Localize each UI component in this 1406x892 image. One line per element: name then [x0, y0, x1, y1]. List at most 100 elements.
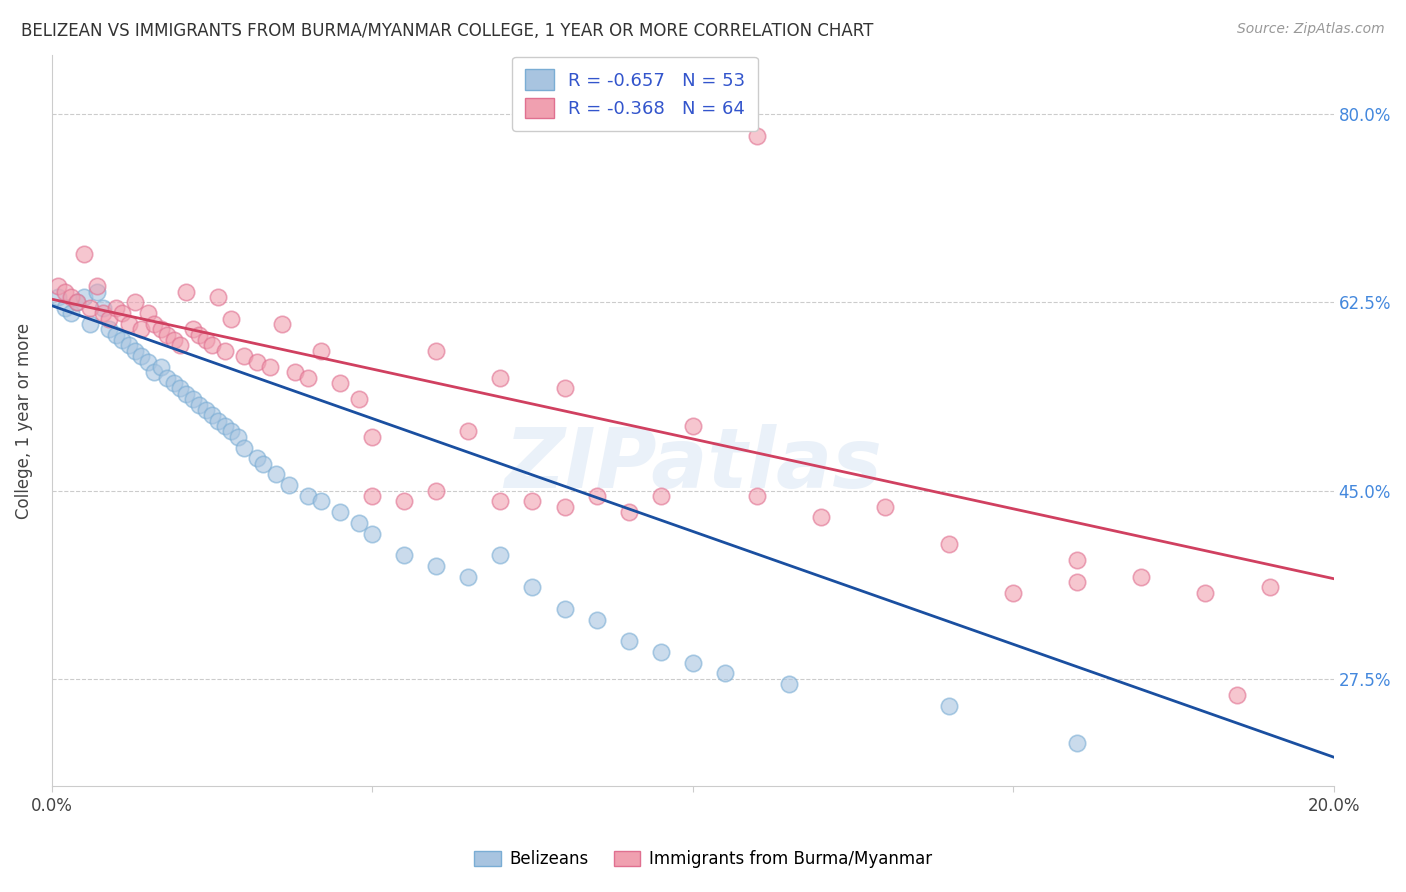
Point: [149, 322, 172, 336]
Point: [553, 601, 575, 615]
Point: [73, 290, 96, 304]
Point: [156, 370, 179, 384]
Point: [585, 489, 607, 503]
Legend: R = -0.657   N = 53, R = -0.368   N = 64: R = -0.657 N = 53, R = -0.368 N = 64: [512, 57, 758, 131]
Point: [124, 343, 146, 358]
Point: [91, 301, 114, 315]
Point: [585, 613, 607, 627]
Point: [1002, 585, 1025, 599]
Point: [118, 338, 141, 352]
Point: [136, 306, 159, 320]
Point: [1066, 574, 1088, 589]
Point: [1258, 580, 1281, 594]
Point: [617, 505, 640, 519]
Point: [201, 338, 224, 352]
Point: [176, 386, 198, 401]
Text: BELIZEAN VS IMMIGRANTS FROM BURMA/MYANMAR COLLEGE, 1 YEAR OR MORE CORRELATION CH: BELIZEAN VS IMMIGRANTS FROM BURMA/MYANMA…: [21, 22, 873, 40]
Point: [1130, 569, 1153, 583]
Point: [219, 311, 242, 326]
Point: [329, 505, 352, 519]
Point: [111, 333, 134, 347]
Point: [873, 500, 896, 514]
Point: [284, 365, 307, 379]
Point: [246, 354, 269, 368]
Point: [233, 441, 256, 455]
Point: [745, 128, 768, 143]
Point: [143, 365, 166, 379]
Point: [264, 467, 287, 482]
Point: [309, 494, 332, 508]
Point: [425, 558, 447, 573]
Point: [73, 247, 96, 261]
Y-axis label: College, 1 year or more: College, 1 year or more: [15, 323, 32, 519]
Point: [252, 457, 274, 471]
Point: [46, 279, 69, 293]
Point: [349, 392, 371, 406]
Point: [214, 343, 236, 358]
Point: [938, 537, 960, 551]
Point: [650, 489, 672, 503]
Point: [194, 403, 217, 417]
Point: [91, 306, 114, 320]
Point: [79, 317, 101, 331]
Point: [188, 397, 211, 411]
Point: [361, 430, 384, 444]
Point: [59, 290, 82, 304]
Point: [98, 322, 121, 336]
Point: [617, 634, 640, 648]
Point: [181, 322, 204, 336]
Point: [143, 317, 166, 331]
Point: [111, 306, 134, 320]
Point: [149, 359, 172, 374]
Point: [810, 510, 832, 524]
Point: [938, 698, 960, 713]
Point: [394, 494, 416, 508]
Point: [233, 349, 256, 363]
Point: [46, 290, 69, 304]
Point: [361, 526, 384, 541]
Point: [778, 677, 800, 691]
Point: [457, 425, 479, 439]
Point: [86, 285, 108, 299]
Point: [104, 327, 127, 342]
Point: [361, 489, 384, 503]
Point: [259, 359, 281, 374]
Point: [194, 333, 217, 347]
Point: [713, 666, 735, 681]
Point: [214, 419, 236, 434]
Point: [207, 290, 229, 304]
Point: [181, 392, 204, 406]
Point: [522, 494, 544, 508]
Point: [425, 343, 447, 358]
Point: [329, 376, 352, 390]
Point: [650, 645, 672, 659]
Point: [489, 370, 512, 384]
Legend: Belizeans, Immigrants from Burma/Myanmar: Belizeans, Immigrants from Burma/Myanmar: [468, 844, 938, 875]
Point: [169, 381, 191, 395]
Point: [131, 349, 153, 363]
Point: [394, 548, 416, 562]
Point: [489, 494, 512, 508]
Point: [682, 419, 704, 434]
Point: [162, 376, 184, 390]
Point: [136, 354, 159, 368]
Point: [86, 279, 108, 293]
Point: [277, 478, 299, 492]
Point: [162, 333, 184, 347]
Point: [349, 516, 371, 530]
Point: [207, 414, 229, 428]
Point: [201, 409, 224, 423]
Point: [425, 483, 447, 498]
Point: [246, 451, 269, 466]
Point: [176, 285, 198, 299]
Point: [297, 370, 319, 384]
Point: [226, 430, 249, 444]
Point: [1226, 688, 1249, 702]
Point: [98, 311, 121, 326]
Point: [124, 295, 146, 310]
Point: [745, 489, 768, 503]
Text: Source: ZipAtlas.com: Source: ZipAtlas.com: [1237, 22, 1385, 37]
Point: [104, 301, 127, 315]
Point: [1066, 553, 1088, 567]
Point: [59, 306, 82, 320]
